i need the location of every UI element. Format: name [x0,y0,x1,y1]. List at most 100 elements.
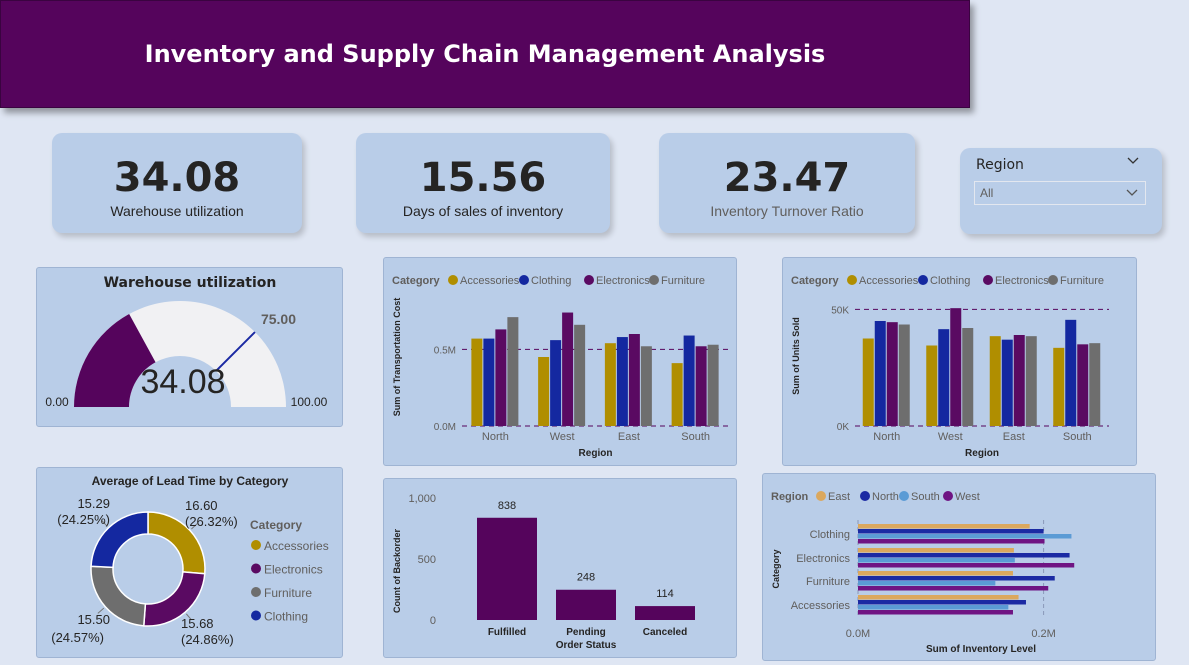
slicer-title: Region [976,157,1024,173]
legend-item: Accessories [460,275,520,287]
bar-furniture-north [898,324,910,426]
x-tick-label: West [550,431,575,443]
legend-marker [251,610,261,621]
x-tick-label: North [482,431,509,443]
y-axis-title: Sum of Units Sold [791,317,801,395]
legend-marker [860,491,870,501]
gauge-chart: Warehouse utilization 75.00 34.08 0.00 1… [45,275,328,409]
transport-cost-chart: Category Accessories Clothing Electronics Fu… [392,275,729,459]
bar-electronics-east [628,334,640,426]
x-tick-label: East [1003,431,1025,443]
y-axis-title: Category [771,549,781,588]
lead-time-donut-chart: Average of Lead Time by Category Categor… [51,474,329,647]
donut-percent-label: (26.32%) [185,514,238,529]
x-tick-label: West [938,431,963,443]
x-tick-label: 0.0M [846,628,870,640]
bar-east-electronics [858,548,1014,553]
bar-west-furniture [858,586,1049,591]
donut-slice-clothing [90,511,149,569]
backorder-card[interactable]: 0 500 1,000 838 Fulfilled 248 Pending 114 Cancel… [383,478,737,658]
kpi-label: Inventory Turnover Ratio [710,203,864,219]
x-tick-label: Canceled [643,627,687,638]
x-axis-title: Order Status [556,640,617,651]
kpi-value: 23.47 [723,155,851,201]
bar-furniture-west [962,328,974,426]
y-tick-label: 0 [430,615,436,627]
gauge-value: 34.08 [140,363,225,401]
x-tick-label: Fulfilled [488,627,526,638]
bar-clothing-south [1065,319,1077,426]
y-tick-label: 50K [831,305,849,316]
legend-item: Accessories [264,539,329,553]
bar-furniture-south [1089,343,1101,426]
legend-marker [251,587,261,597]
legend-marker [448,275,458,285]
bar-accessories-west [926,345,938,426]
legend-marker [519,275,529,285]
legend-title: Category [791,275,840,287]
legend-marker [847,275,857,285]
legend-item: East [828,491,850,503]
donut-leader-line [97,607,105,614]
units-sold-card[interactable]: Category Accessories Clothing Electronics Fu… [782,257,1137,466]
legend-item: South [911,491,940,503]
bar-west-electronics [858,563,1075,568]
bar-north-electronics [858,553,1070,558]
y-tick-label: Accessories [791,600,851,612]
inventory-level-card[interactable]: Region East North South West 0.0M 0.2M Clothing… [762,473,1156,661]
legend-item: Electronics [596,275,650,287]
legend-marker [816,491,826,501]
donut-percent-label: (24.25%) [57,512,110,527]
bar-south-accessories [858,605,1009,610]
bar-accessories-west [538,357,550,426]
legend-item: Accessories [859,275,919,287]
kpi-value: 34.08 [113,155,241,201]
gauge-card[interactable]: Warehouse utilization 75.00 34.08 0.00 1… [36,267,343,427]
legend-item: Furniture [661,275,705,287]
bar-west-accessories [858,610,1013,615]
legend-marker [1048,275,1058,285]
y-tick-label: 0.5M [434,345,456,356]
legend-item: Furniture [264,586,312,600]
gauge-value-arc [74,313,156,407]
bar-fulfilled [477,517,537,620]
donut-value-label: 15.29 [77,496,110,511]
x-tick-label: North [873,431,900,443]
bar-furniture-east [640,346,652,426]
gauge-target-label: 75.00 [261,311,296,327]
bar-electronics-west [950,308,962,426]
bar-clothing-east [616,337,628,426]
legend-item: Clothing [531,275,571,287]
bar-clothing-north [483,338,495,426]
legend-item: North [872,491,899,503]
kpi-card-warehouse-utilization[interactable]: 34.08 Warehouse utilization [52,133,302,233]
legend-item: Furniture [1060,275,1104,287]
x-tick-label: South [681,431,710,443]
bar-south-electronics [858,558,1015,563]
legend-marker [584,275,594,285]
y-tick-label: Electronics [796,553,850,565]
legend-marker [251,563,261,574]
bar-accessories-south [1053,347,1065,426]
y-tick-label: 500 [418,554,436,566]
bar-north-furniture [858,576,1055,581]
lead-time-donut-card[interactable]: Average of Lead Time by Category Categor… [36,467,343,658]
kpi-card-days-of-sales[interactable]: 15.56 Days of sales of inventory [356,133,610,233]
kpi-card-inventory-turnover[interactable]: 23.47 Inventory Turnover Ratio [659,133,915,233]
bar-clothing-north [874,321,886,426]
bar-accessories-east [989,336,1001,426]
data-label: 248 [577,572,595,584]
donut-value-label: 15.68 [181,616,214,631]
transport-cost-card[interactable]: Category Accessories Clothing Electronics Fu… [383,257,737,466]
legend-marker [918,275,928,285]
gauge-min-label: 0.00 [45,395,69,409]
chevron-down-icon[interactable] [1126,156,1140,166]
bar-electronics-south [1077,344,1089,426]
y-tick-label: 1,000 [408,493,436,505]
donut-leader-line [185,613,192,621]
bar-furniture-east [1025,336,1037,426]
legend-item: West [955,491,980,503]
bar-furniture-west [574,324,586,426]
region-dropdown[interactable]: All [974,181,1146,205]
gauge-max-label: 100.00 [291,395,328,409]
